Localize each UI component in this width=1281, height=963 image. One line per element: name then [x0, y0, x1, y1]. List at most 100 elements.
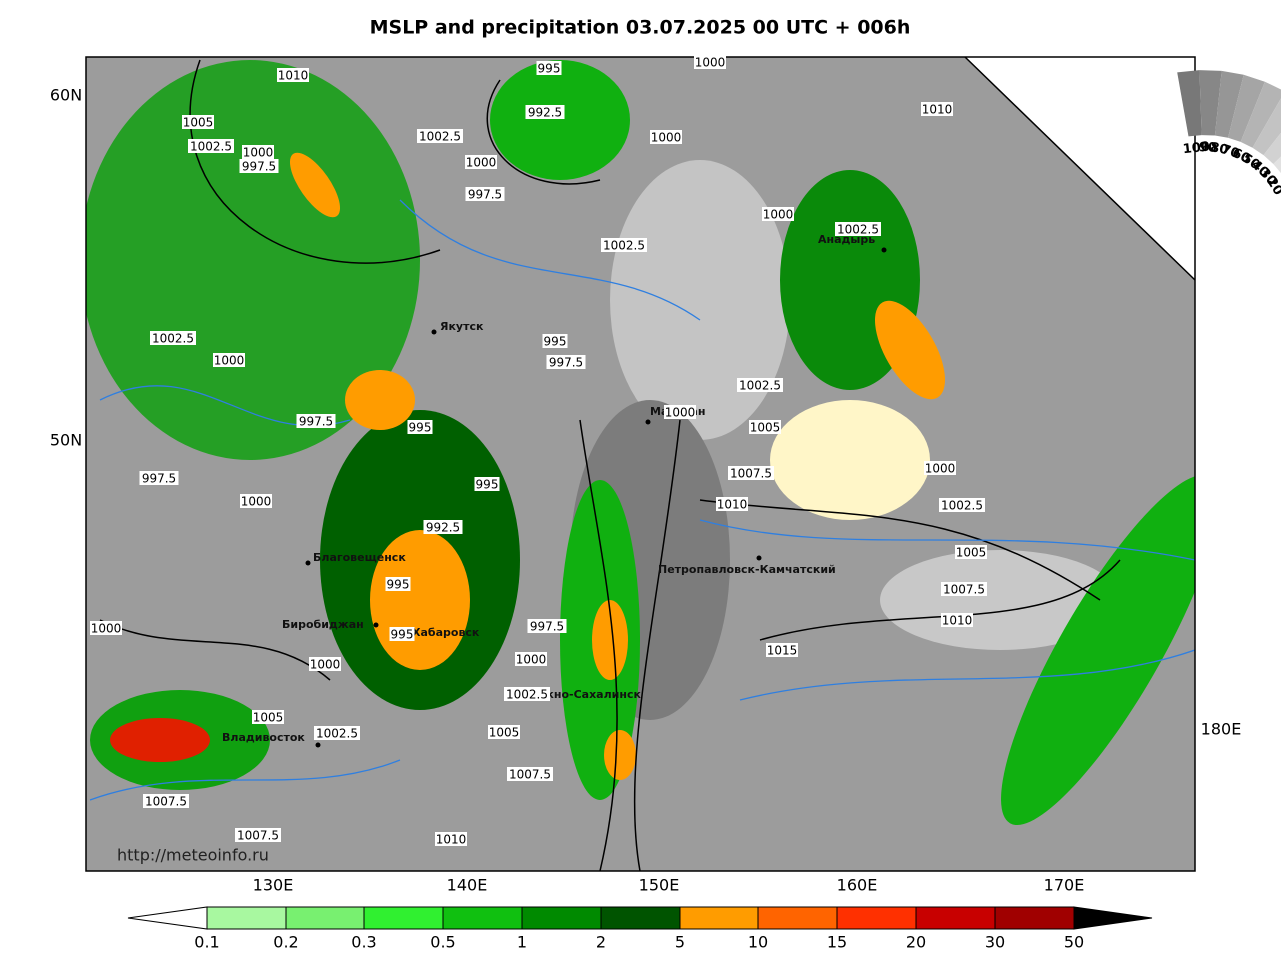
city-label: Южно-Сахалинск: [530, 688, 641, 701]
isobar-label: 992.5: [528, 106, 562, 120]
city-dot: [305, 560, 311, 566]
isobar-label-bg: [728, 466, 774, 480]
lat-label: 50N: [50, 431, 82, 450]
isobar-label-bg: [242, 145, 274, 159]
cloud-label: 60: [1229, 146, 1252, 167]
isobar-label: 1005: [956, 546, 987, 560]
city-label: Анадырь: [818, 233, 875, 246]
isobar-label: 997.5: [549, 356, 583, 370]
colorbar-max-tip: [1073, 906, 1153, 930]
isobar-label-bg: [188, 139, 234, 153]
isobar-label: 1000: [214, 354, 245, 368]
lon-label: 140E: [447, 876, 488, 895]
lon-label: 150E: [639, 876, 680, 895]
city-label: Якутск: [440, 320, 484, 333]
isobar-label-bg: [542, 334, 568, 348]
city-label: Хабаровск: [412, 626, 480, 639]
isobar-label: 997.5: [530, 620, 564, 634]
isobar-label: 1002.5: [739, 379, 781, 393]
isobar-label: 1002.5: [190, 140, 232, 154]
isobar-label: 1002.5: [316, 727, 358, 741]
city-label: Биробиджан: [282, 618, 364, 631]
isobar-label-bg: [507, 767, 553, 781]
isobar-label: 1007.5: [237, 829, 279, 843]
colorbar-label: 50: [1064, 933, 1084, 952]
isobar-label-bg: [417, 129, 463, 143]
map: [86, 57, 1195, 871]
isobar-label: 1007.5: [145, 795, 187, 809]
colorbar-box: [363, 906, 444, 930]
isobar-label: 1000: [91, 622, 122, 636]
isobar-label: 1005: [489, 726, 520, 740]
isobar-label-bg: [525, 105, 565, 119]
lon-label: 170E: [1044, 876, 1085, 895]
isobar-label-bg: [527, 619, 567, 633]
isobar-label: 995: [476, 478, 499, 492]
colorbar-box: [836, 906, 917, 930]
lat-label: 60N: [50, 86, 82, 105]
city-dot: [315, 742, 321, 748]
isobar-label: 1010: [942, 614, 973, 628]
colorbar-label: 0.3: [351, 933, 376, 952]
colorbar-box: [757, 906, 838, 930]
isobar-label-bg: [389, 627, 415, 641]
isobar-label: 995: [544, 335, 567, 349]
city-label: Петропавловск-Камчатский: [658, 563, 836, 576]
colorbar-label: 0.1: [194, 933, 219, 952]
overlay: 60N50N130E140E150E160E170E180EЯкутскМага…: [50, 55, 1241, 952]
isobar-label: 1002.5: [837, 223, 879, 237]
isobar-label-bg: [924, 461, 956, 475]
isobar-label: 1010: [717, 498, 748, 512]
colorbar-label: 10: [748, 933, 768, 952]
city-label: Благовещенск: [313, 551, 406, 564]
cloud-label: 80: [1209, 140, 1229, 158]
cloud-swatch: [1177, 70, 1202, 137]
colorbar-min-tip: [127, 906, 208, 930]
cloud-label: 90: [1199, 140, 1218, 156]
isobar-label-bg: [423, 520, 463, 534]
isobar-label-bg: [939, 498, 985, 512]
isobar-label: 1002.5: [603, 239, 645, 253]
cloud-swatch: [1240, 81, 1281, 148]
isobar-label-bg: [941, 613, 973, 627]
colorbar-box: [521, 906, 602, 930]
isobar-label: 1000: [925, 462, 956, 476]
isobar-label: 1010: [922, 103, 953, 117]
isobar-label-bg: [941, 582, 987, 596]
isobar-label: 1007.5: [943, 583, 985, 597]
isobar-label-bg: [504, 687, 550, 701]
corner-edge: [964, 56, 1196, 281]
city-dot: [881, 247, 887, 253]
isobar-label-bg: [955, 545, 987, 559]
isobar-label-bg: [235, 828, 281, 842]
colorbar-label: 20: [906, 933, 926, 952]
cloud-label: 70: [1219, 142, 1241, 162]
map-frame: [85, 56, 1196, 872]
isobar-label: 997.5: [468, 188, 502, 202]
cloud-swatch: [1199, 70, 1222, 136]
isobar-label: 1000: [241, 495, 272, 509]
isobar-label: 1000: [466, 156, 497, 170]
isobar-label-bg: [309, 657, 341, 671]
isobar-label-bg: [474, 477, 500, 491]
isobar-label-bg: [546, 355, 586, 369]
isobar-label-bg: [762, 207, 794, 221]
isobar-label-bg: [182, 115, 214, 129]
isobar-label-bg: [515, 652, 547, 666]
isobar-label-bg: [314, 726, 360, 740]
isobar-label-bg: [90, 621, 122, 635]
isobar-label-bg: [766, 643, 798, 657]
colorbar-label: 1: [517, 933, 527, 952]
colorbar-label: 2: [596, 933, 606, 952]
cloud-swatch: [1252, 98, 1281, 156]
city-dot: [645, 419, 651, 425]
isobar-label: 997.5: [142, 472, 176, 486]
isobar-label-bg: [536, 61, 562, 75]
city-dot: [756, 555, 762, 561]
isobar-label: 997.5: [299, 415, 333, 429]
isobar-label-bg: [143, 794, 189, 808]
isobar-label-bg: [213, 353, 245, 367]
isobar-label-bg: [240, 494, 272, 508]
